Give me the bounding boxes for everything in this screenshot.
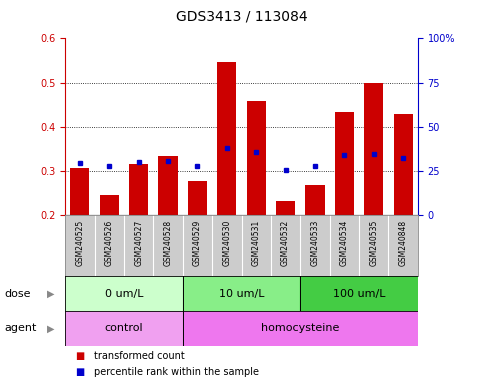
Text: GSM240535: GSM240535 — [369, 220, 378, 266]
Text: GDS3413 / 113084: GDS3413 / 113084 — [176, 10, 307, 23]
Text: GSM240528: GSM240528 — [164, 220, 172, 266]
Text: GSM240530: GSM240530 — [222, 220, 231, 266]
Text: GSM240525: GSM240525 — [75, 220, 85, 266]
Text: dose: dose — [5, 289, 31, 299]
Text: GSM240531: GSM240531 — [252, 220, 261, 266]
Text: ■: ■ — [75, 351, 84, 361]
Text: 10 um/L: 10 um/L — [219, 289, 264, 299]
Bar — [335, 112, 354, 215]
Bar — [394, 114, 412, 215]
Text: agent: agent — [5, 323, 37, 333]
Text: 0 um/L: 0 um/L — [105, 289, 143, 299]
Bar — [65, 276, 183, 311]
Text: transformed count: transformed count — [94, 351, 185, 361]
Text: ▶: ▶ — [47, 323, 55, 333]
Text: GSM240534: GSM240534 — [340, 220, 349, 266]
Bar — [99, 195, 119, 215]
Text: GSM240529: GSM240529 — [193, 220, 202, 266]
Text: control: control — [105, 323, 143, 333]
Text: ■: ■ — [75, 367, 84, 377]
Bar — [247, 101, 266, 215]
Bar — [129, 164, 148, 215]
Text: percentile rank within the sample: percentile rank within the sample — [94, 367, 259, 377]
Bar — [71, 168, 89, 215]
Text: GSM240532: GSM240532 — [281, 220, 290, 266]
Text: homocysteine: homocysteine — [261, 323, 340, 333]
Text: ▶: ▶ — [47, 289, 55, 299]
Bar — [65, 311, 183, 346]
Text: GSM240527: GSM240527 — [134, 220, 143, 266]
Bar — [183, 311, 418, 346]
Text: GSM240848: GSM240848 — [398, 220, 408, 266]
Bar — [188, 180, 207, 215]
Bar — [305, 185, 325, 215]
Bar — [364, 83, 384, 215]
Text: GSM240533: GSM240533 — [311, 220, 319, 266]
Bar — [158, 156, 178, 215]
Text: GSM240526: GSM240526 — [105, 220, 114, 266]
Text: 100 um/L: 100 um/L — [333, 289, 385, 299]
Bar — [183, 276, 300, 311]
Bar — [300, 276, 418, 311]
Bar — [217, 62, 236, 215]
Bar — [276, 201, 295, 215]
